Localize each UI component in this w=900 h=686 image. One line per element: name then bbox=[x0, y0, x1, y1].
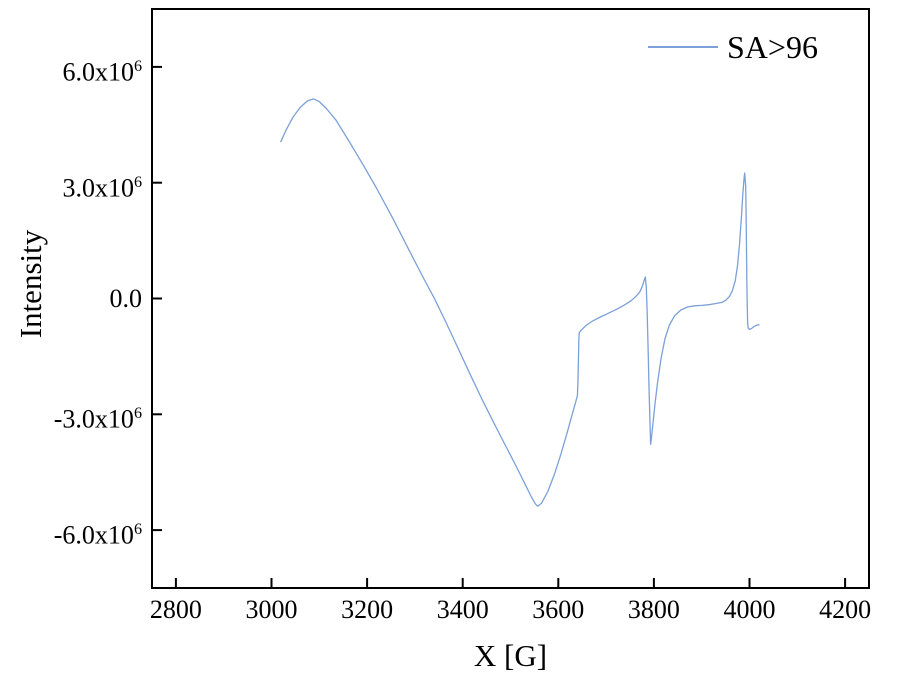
legend-line-swatch bbox=[648, 46, 718, 48]
x-tick-label: 3000 bbox=[245, 595, 298, 624]
y-tick-label: 3.0x106 bbox=[62, 173, 142, 203]
x-axis-title: X [G] bbox=[473, 638, 548, 673]
x-tick-label: 3400 bbox=[436, 595, 489, 624]
x-tick-label: 4000 bbox=[723, 595, 776, 624]
y-tick-label: -3.0x106 bbox=[53, 404, 142, 434]
y-tick-label: 0.0 bbox=[109, 283, 143, 313]
x-tick-label: 3800 bbox=[627, 595, 680, 624]
plot-border bbox=[151, 8, 870, 589]
x-tick-label: 3600 bbox=[532, 595, 585, 624]
legend: SA>96 bbox=[648, 29, 818, 65]
y-tick-label: -6.0x106 bbox=[53, 520, 142, 550]
legend-label: SA>96 bbox=[727, 28, 818, 65]
x-tick-label: 2800 bbox=[149, 595, 202, 624]
series-line bbox=[280, 98, 760, 507]
y-tick-label: 6.0x106 bbox=[62, 57, 142, 87]
x-tick-label: 3200 bbox=[341, 595, 394, 624]
x-tick-label: 4200 bbox=[819, 595, 872, 624]
